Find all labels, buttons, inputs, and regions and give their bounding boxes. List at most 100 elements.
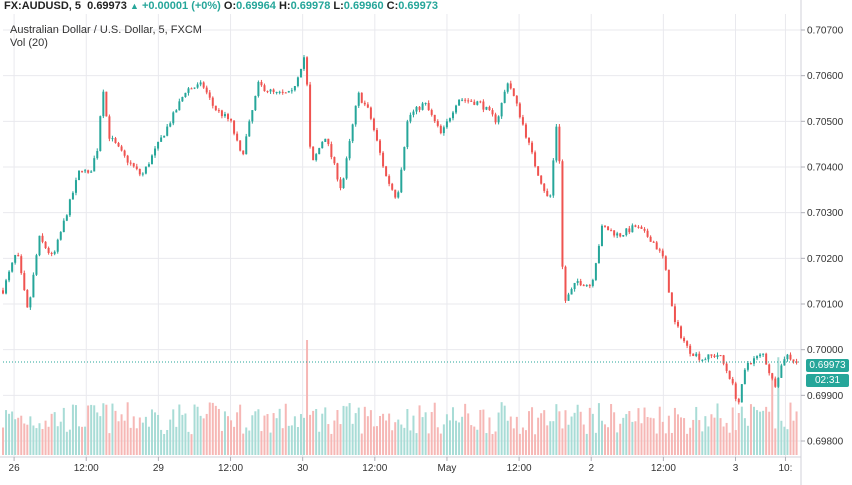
candle-body bbox=[394, 189, 397, 198]
candle-body bbox=[184, 92, 187, 97]
volume-bar bbox=[117, 421, 120, 455]
volume-bar bbox=[430, 412, 433, 455]
candle-body bbox=[467, 100, 470, 102]
candle-body bbox=[266, 91, 269, 93]
volume-bar bbox=[108, 433, 111, 455]
volume-bar bbox=[527, 411, 530, 455]
candle-body bbox=[552, 160, 555, 196]
volume-bar bbox=[248, 430, 251, 455]
volume-bar bbox=[646, 417, 649, 455]
volume-bar bbox=[230, 420, 233, 455]
candle-body bbox=[220, 110, 223, 117]
candle-body bbox=[117, 143, 120, 147]
candle-body bbox=[561, 161, 564, 267]
candle-body bbox=[71, 192, 74, 200]
candle-body bbox=[451, 112, 454, 119]
volume-bar bbox=[120, 414, 123, 455]
volume-bar bbox=[500, 402, 503, 455]
volume-bar bbox=[236, 412, 239, 455]
volume-bar bbox=[476, 429, 479, 455]
volume-bar bbox=[427, 433, 430, 455]
volume-bar bbox=[752, 406, 755, 455]
volume-bar bbox=[163, 433, 166, 455]
volume-bar bbox=[327, 424, 330, 455]
volume-bar bbox=[114, 410, 117, 455]
volume-bar bbox=[625, 414, 628, 455]
volume-bar bbox=[312, 410, 315, 455]
candle-body bbox=[190, 88, 193, 90]
volume-bar bbox=[306, 340, 309, 455]
candle-body bbox=[546, 190, 549, 197]
volume-bar bbox=[740, 406, 743, 455]
candle-body bbox=[707, 354, 710, 360]
volume-bar bbox=[515, 416, 518, 455]
candle-body bbox=[762, 353, 765, 355]
candle-body bbox=[759, 354, 762, 357]
candle-body bbox=[488, 106, 491, 111]
volume-bar bbox=[448, 420, 451, 455]
volume-bar bbox=[728, 432, 731, 455]
candle-body bbox=[160, 137, 163, 142]
candle-body bbox=[427, 102, 430, 111]
price-axis[interactable]: 0.70700 0.70600 0.70500 0.70400 0.70300 0.702… bbox=[801, 25, 844, 448]
volume-bar bbox=[521, 427, 524, 455]
volume-bar bbox=[789, 402, 792, 455]
candle-body bbox=[11, 262, 14, 272]
volume-bar bbox=[44, 420, 47, 455]
volume-bar bbox=[220, 430, 223, 455]
time-axis[interactable]: 26 12:00 29 12:00 30 12:00 May 12:00 2 12:00 3 10: bbox=[9, 457, 793, 474]
candle-body bbox=[382, 152, 385, 167]
volume-bar bbox=[211, 402, 214, 455]
candle-body bbox=[254, 95, 257, 111]
volume-bar bbox=[722, 426, 725, 455]
volume-bar bbox=[369, 410, 372, 455]
candle-body bbox=[713, 355, 716, 358]
candle-body bbox=[318, 148, 321, 155]
volume-bar bbox=[135, 428, 138, 455]
candle-body bbox=[734, 383, 737, 399]
volume-bar bbox=[649, 417, 652, 455]
volume-bar bbox=[99, 416, 102, 455]
candle-body bbox=[8, 271, 11, 281]
candle-body bbox=[670, 292, 673, 307]
candle-body bbox=[673, 306, 676, 322]
candle-body bbox=[667, 269, 670, 293]
candle-body bbox=[655, 242, 658, 250]
candle-body bbox=[281, 91, 284, 93]
candle-body bbox=[421, 103, 424, 110]
volume-bar bbox=[540, 413, 543, 455]
volume-bar bbox=[643, 407, 646, 455]
candle-body bbox=[385, 166, 388, 177]
price-tick-label: 0.70000 bbox=[807, 345, 844, 356]
volume-bar bbox=[418, 405, 421, 455]
volume-bar bbox=[71, 404, 74, 455]
volume-bar bbox=[260, 431, 263, 455]
candle-body bbox=[372, 118, 375, 131]
candle-body bbox=[108, 116, 111, 139]
candle-body bbox=[169, 123, 172, 127]
volume-bar bbox=[400, 424, 403, 455]
chart-axes bbox=[0, 0, 802, 485]
candle-body bbox=[640, 226, 643, 229]
volume-bar bbox=[354, 413, 357, 455]
volume-bar bbox=[634, 421, 637, 455]
candle-body bbox=[166, 126, 169, 136]
candle-body bbox=[175, 110, 178, 113]
candle-body bbox=[716, 355, 719, 358]
symbol-label[interactable]: FX:AUDUSD, 5 bbox=[4, 0, 82, 12]
candle-body bbox=[619, 233, 622, 237]
last-price: 0.69973 bbox=[87, 0, 127, 12]
volume-bar bbox=[388, 413, 391, 455]
volume-bar bbox=[686, 433, 689, 455]
volume-indicator-label[interactable]: Vol (20) bbox=[10, 37, 48, 49]
candle-body bbox=[749, 363, 752, 365]
volume-bar bbox=[573, 412, 576, 455]
candle-body bbox=[531, 142, 534, 153]
candle-body bbox=[65, 215, 68, 221]
bar-countdown-tag: 02:31 bbox=[806, 374, 849, 387]
candle-body bbox=[257, 81, 260, 96]
candle-body bbox=[375, 130, 378, 141]
candle-body bbox=[299, 68, 302, 78]
volume-bar bbox=[372, 426, 375, 455]
